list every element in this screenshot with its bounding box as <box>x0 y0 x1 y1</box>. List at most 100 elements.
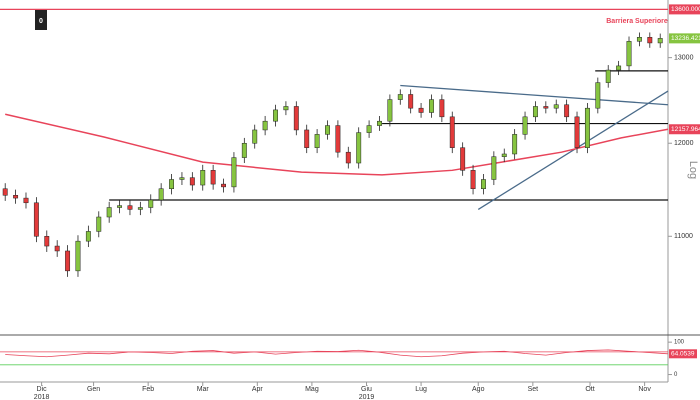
candle-body <box>408 94 414 109</box>
candle-body <box>335 125 341 153</box>
ma-label: 12157.9648 <box>671 126 700 133</box>
candle-body <box>543 106 549 109</box>
candle-body <box>501 153 507 157</box>
candle-body <box>169 179 174 189</box>
candle-body <box>189 177 195 186</box>
moving-average <box>5 113 669 176</box>
candle-body <box>616 65 622 71</box>
candle-body <box>439 99 445 118</box>
candle-body <box>106 207 112 218</box>
ma-label-box <box>669 124 700 135</box>
candle-body <box>532 106 538 118</box>
year-label: 2019 <box>359 394 375 400</box>
candle-body <box>241 142 247 158</box>
corner-box <box>35 10 47 30</box>
scale-label: Log <box>687 161 699 179</box>
candle-body <box>647 37 653 44</box>
candle-body <box>96 216 102 232</box>
x-tick-label: Feb <box>142 386 154 393</box>
candle-body <box>605 69 611 83</box>
candle-body <box>377 120 382 126</box>
osc-label: 64.0539 <box>671 351 695 358</box>
candle-body <box>137 207 143 210</box>
candle-body <box>75 240 81 272</box>
x-tick-label: Dic <box>37 386 48 393</box>
candle-body <box>470 170 476 189</box>
candle-body <box>127 205 133 210</box>
x-tick-label: Nov <box>638 386 651 393</box>
candle-body <box>221 183 226 188</box>
x-tick-label: Gen <box>87 386 100 393</box>
candle-body <box>574 116 580 148</box>
candle-body <box>13 195 19 199</box>
y-tick-label: 12000 <box>674 140 694 147</box>
candle-body <box>345 151 351 164</box>
candle-body <box>397 94 403 100</box>
candle-body <box>657 38 663 44</box>
candle-body <box>553 104 559 109</box>
candle-body <box>429 99 434 113</box>
candle-body <box>325 125 330 135</box>
candle-body <box>595 82 601 109</box>
candle-body <box>210 170 216 185</box>
candle-body <box>252 129 258 144</box>
candle-body <box>200 170 206 186</box>
year-label: 2018 <box>34 394 50 400</box>
candle-body <box>418 107 424 113</box>
candle-body <box>564 104 570 118</box>
candle-body <box>158 188 164 201</box>
candle-body <box>522 116 528 135</box>
x-tick-label: Mar <box>197 386 210 393</box>
candle-body <box>481 179 486 189</box>
trendline <box>477 90 669 210</box>
candle-body <box>584 107 590 148</box>
x-tick-label: Apr <box>252 386 264 393</box>
osc-y-tick-label: 100 <box>674 340 685 346</box>
candle-body <box>304 129 310 148</box>
candle-body <box>54 245 60 252</box>
candle-body <box>85 231 91 242</box>
candle-body <box>44 236 50 247</box>
x-tick-label: Giu <box>361 386 372 393</box>
candle-body <box>314 134 320 148</box>
corner-label: 0 <box>39 18 43 25</box>
candle-body <box>65 250 71 272</box>
barrier-label: 13600.0000 <box>671 6 700 13</box>
candle-body <box>33 202 39 237</box>
barrier-label-box <box>669 4 700 15</box>
candle-body <box>387 99 393 122</box>
osc-label-box <box>669 349 697 359</box>
y-tick-label: 11000 <box>674 233 693 240</box>
candle-body <box>626 41 632 67</box>
candle-body <box>512 134 518 155</box>
x-tick-label: Ago <box>472 386 485 393</box>
x-tick-label: Lug <box>415 386 427 393</box>
x-tick-label: Set <box>528 386 539 393</box>
candle-body <box>356 132 362 164</box>
osc-y-tick-label: 0 <box>674 372 678 378</box>
x-tick-label: Mag <box>305 386 319 393</box>
candle-body <box>262 120 268 131</box>
y-tick-label: 13000 <box>674 54 694 61</box>
x-tick-label: Ott <box>585 386 594 393</box>
candle-body <box>491 156 497 180</box>
oscillator-line <box>5 349 669 358</box>
trendline <box>400 84 669 106</box>
candle-body <box>366 125 372 133</box>
last-price-label: 13236.4219 <box>671 35 700 42</box>
candle-body <box>460 147 466 171</box>
candle-body <box>293 106 299 131</box>
barrier-name: Barriera Superiore <box>606 18 668 25</box>
candle-body <box>231 157 237 188</box>
candle-body <box>283 106 289 111</box>
last-price-box <box>669 33 700 44</box>
candle-body <box>636 37 642 42</box>
candle-body <box>2 188 8 196</box>
candle-body <box>117 205 123 208</box>
candle-body <box>23 197 29 204</box>
candle-body <box>273 109 278 122</box>
candle-body <box>449 116 455 148</box>
candle-body <box>179 177 185 180</box>
candle-body <box>148 199 154 208</box>
